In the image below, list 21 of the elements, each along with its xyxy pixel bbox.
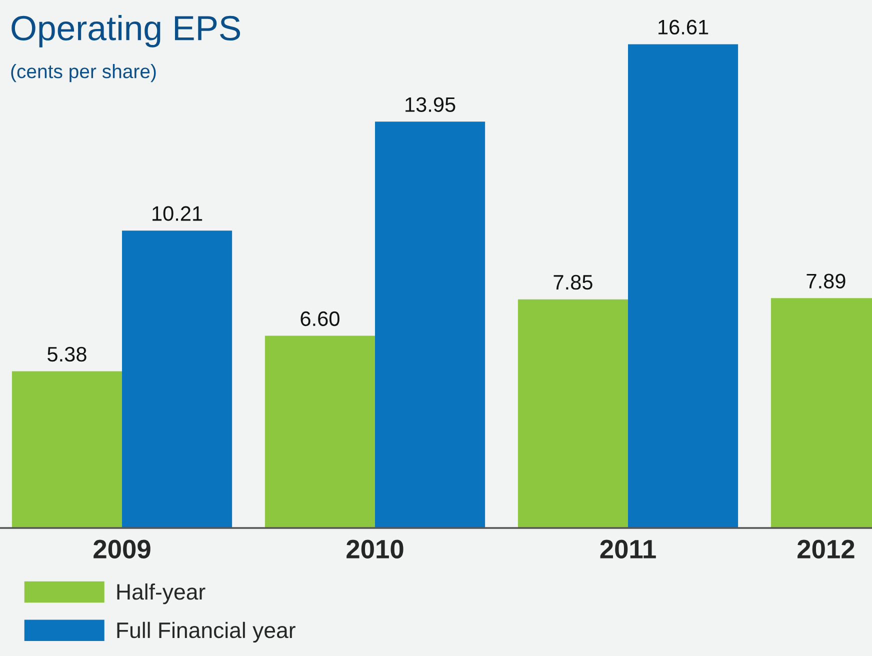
bar: [518, 299, 628, 528]
x-tick-label: 2011: [600, 540, 656, 558]
legend-label: Half-year: [117, 583, 206, 604]
x-tick-label: 2010: [346, 540, 404, 558]
data-label: 16.61: [658, 20, 708, 35]
bar: [12, 371, 122, 528]
data-label: 6.60: [300, 311, 340, 326]
bar: [122, 230, 232, 528]
data-label: 13.95: [406, 97, 456, 112]
data-label: 10.21: [152, 206, 202, 221]
legend-label: Full Financial year: [117, 622, 296, 643]
x-tick-label: 2009: [94, 540, 150, 558]
bar: [375, 122, 486, 528]
data-label: 5.38: [48, 346, 86, 362]
data-label: 7.89: [806, 274, 846, 289]
data-label: 7.85: [554, 274, 592, 290]
text: (cents per share): [11, 64, 156, 82]
chart-title: Operating EPS: [12, 15, 240, 48]
x-tick-label: 2012: [798, 540, 854, 558]
bar: [264, 336, 375, 528]
bar: [628, 44, 738, 528]
